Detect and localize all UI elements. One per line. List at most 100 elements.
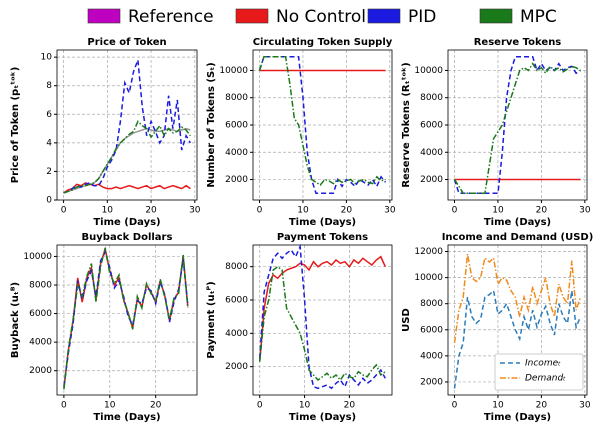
plot-frame — [447, 49, 588, 201]
y-tick-label: 10000 — [23, 252, 52, 262]
legend-swatch — [235, 8, 269, 24]
x-tick-label: 30 — [579, 401, 591, 411]
data-line — [258, 243, 386, 390]
y-tick-label: 8000 — [420, 299, 443, 309]
data-line — [63, 120, 191, 194]
data-line — [453, 62, 581, 194]
chart-title: Circulating Token Supply — [253, 37, 393, 48]
plot-frame — [56, 244, 198, 396]
y-tick-label: 12000 — [414, 247, 443, 257]
x-tick-label: 10 — [492, 401, 504, 411]
y-tick-label: 8 — [46, 81, 52, 91]
data-line — [453, 253, 582, 343]
y-tick-label: 2000 — [29, 366, 52, 376]
legend-swatch — [367, 8, 401, 24]
chart-title: Price of Token — [87, 37, 166, 48]
legend-swatch — [87, 8, 121, 24]
legend-label: Reference — [128, 7, 214, 27]
y-axis-label: Price of Token (pₜᵗᵒᵏ) — [10, 67, 21, 184]
x-tick-label: 20 — [536, 206, 548, 216]
y-tick-label: 4000 — [225, 148, 248, 158]
data-line — [258, 265, 386, 382]
y-tick-label: 8000 — [225, 262, 248, 272]
chart-title: Reserve Tokens — [474, 37, 562, 48]
y-tick-label: 4 — [46, 138, 52, 148]
plot-frame — [56, 49, 198, 201]
plot-frame — [447, 244, 588, 396]
x-tick-label: 20 — [344, 401, 356, 411]
x-tick-label: 10 — [492, 206, 504, 216]
y-axis-label: Buyback (uₜᴮ) — [10, 282, 21, 358]
y-tick-label: 2 — [46, 167, 52, 177]
x-tick-label: 10 — [102, 206, 114, 216]
data-line — [453, 56, 581, 194]
chart-title: Income and Demand (USD) — [442, 232, 594, 243]
data-line — [453, 289, 582, 389]
x-tick-label: 0 — [257, 206, 263, 216]
data-line — [63, 59, 192, 194]
y-tick-label: 10000 — [414, 273, 443, 283]
x-tick-label: 0 — [257, 401, 263, 411]
y-tick-label: 6000 — [225, 296, 248, 306]
x-axis-label: Time (Days) — [93, 217, 160, 228]
y-axis-label: Number of Tokens (Sₜ) — [206, 62, 217, 187]
x-axis-label: Time (Days) — [484, 412, 551, 423]
x-tick-label: 30 — [189, 206, 201, 216]
legend-label: PID — [408, 7, 436, 27]
legend-label: Demandₜ — [525, 374, 566, 384]
y-tick-label: 6000 — [29, 309, 52, 319]
x-tick-label: 20 — [536, 401, 548, 411]
y-tick-label: 8000 — [225, 93, 248, 103]
data-line — [63, 127, 191, 194]
x-tick-label: 10 — [297, 206, 309, 216]
x-tick-label: 20 — [150, 401, 162, 411]
x-tick-label: 0 — [61, 401, 67, 411]
data-line — [258, 255, 386, 362]
x-tick-label: 10 — [104, 401, 116, 411]
y-tick-label: 2000 — [225, 362, 248, 372]
x-tick-label: 30 — [384, 206, 396, 216]
data-line — [258, 56, 386, 186]
data-line — [63, 182, 191, 194]
y-axis-label: Payment (uₜᴾ) — [206, 281, 217, 358]
x-tick-label: 20 — [145, 206, 157, 216]
y-tick-label: 10000 — [414, 66, 443, 76]
y-tick-label: 6000 — [420, 121, 443, 131]
y-tick-label: 10 — [41, 53, 53, 63]
x-axis-label: Time (Days) — [289, 412, 356, 423]
y-tick-label: 2000 — [225, 175, 248, 185]
data-line — [63, 247, 189, 390]
chart-title: Payment Tokens — [277, 232, 368, 243]
chart-title: Buyback Dollars — [82, 232, 173, 243]
data-line — [258, 56, 387, 194]
y-axis-label: USD — [401, 308, 412, 332]
legend-label: Incomeₜ — [525, 359, 561, 369]
x-axis-label: Time (Days) — [93, 412, 160, 423]
x-tick-label: 0 — [61, 206, 67, 216]
x-tick-label: 30 — [579, 206, 591, 216]
y-tick-label: 0 — [46, 196, 52, 206]
legend-label: MPC — [520, 7, 557, 27]
y-tick-label: 6 — [46, 110, 52, 120]
y-tick-label: 8000 — [29, 281, 52, 291]
y-tick-label: 8000 — [420, 93, 443, 103]
y-tick-label: 4000 — [420, 148, 443, 158]
legend-label: No Control — [276, 7, 366, 27]
x-tick-label: 10 — [299, 401, 311, 411]
x-tick-label: 20 — [341, 206, 353, 216]
y-tick-label: 2000 — [420, 377, 443, 387]
x-tick-label: 0 — [452, 401, 458, 411]
x-tick-label: 0 — [452, 206, 458, 216]
plot-frame — [252, 49, 393, 201]
legend-swatch — [479, 8, 513, 24]
plot-frame — [252, 244, 393, 396]
x-axis-label: Time (Days) — [484, 217, 551, 228]
y-tick-label: 6000 — [225, 121, 248, 131]
y-tick-label: 4000 — [29, 338, 52, 348]
y-tick-label: 2000 — [420, 175, 443, 185]
y-tick-label: 4000 — [225, 329, 248, 339]
y-tick-label: 10000 — [219, 66, 248, 76]
x-axis-label: Time (Days) — [289, 217, 356, 228]
y-tick-label: 4000 — [420, 351, 443, 361]
